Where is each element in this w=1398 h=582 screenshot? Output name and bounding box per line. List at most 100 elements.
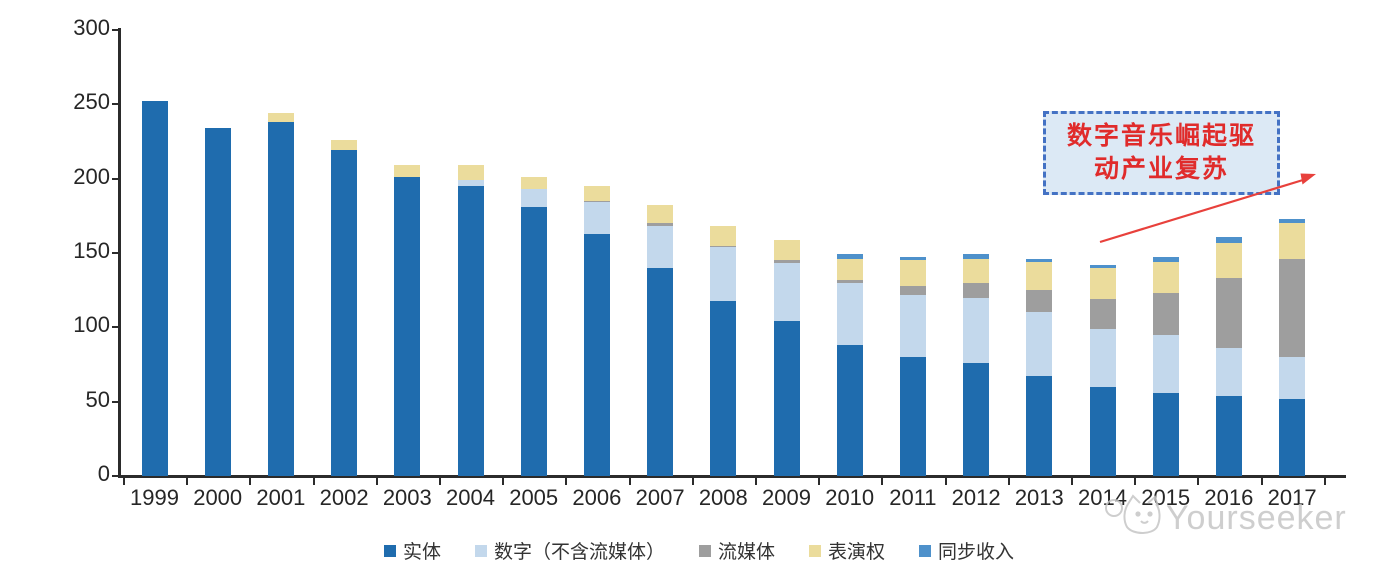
- bar-segment-2013: [1026, 290, 1053, 313]
- x-tick-label: 2004: [446, 485, 495, 510]
- bar-segment-2005: [520, 177, 547, 189]
- x-tick-label: 2005: [509, 485, 559, 510]
- bar-segment-2002: [331, 150, 358, 476]
- x-axis-tick: [565, 478, 568, 485]
- x-axis-tick: [1134, 478, 1137, 485]
- bar-segment-2002: [331, 139, 358, 151]
- x-axis-tick: [1260, 478, 1263, 485]
- x-tick-label: 2011: [889, 485, 937, 510]
- legend-item: 实体: [383, 537, 441, 564]
- bar-segment-2007: [647, 205, 674, 224]
- x-tick-label: 2013: [1014, 485, 1064, 510]
- x-axis-tick: [881, 478, 884, 485]
- legend-swatch: [383, 544, 396, 557]
- bar-segment-2005: [520, 189, 547, 207]
- bar-segment-2010: [836, 258, 863, 280]
- bar-segment-2007: [647, 223, 674, 227]
- x-axis-tick: [818, 478, 821, 485]
- x-axis-tick: [186, 478, 189, 485]
- bar-segment-2014: [1089, 299, 1116, 329]
- watermark: Yourseeker: [1100, 494, 1347, 542]
- legend-swatch: [809, 544, 821, 557]
- bar-segment-2011: [899, 294, 926, 358]
- bar-segment-2012: [963, 362, 990, 476]
- y-tick-label: 0: [97, 461, 110, 486]
- bar-segment-2008: [710, 226, 737, 246]
- x-axis-tick: [312, 478, 315, 485]
- bar-segment-2013: [1026, 261, 1053, 291]
- x-axis-tick: [1197, 478, 1200, 485]
- x-axis-tick: [122, 478, 125, 485]
- bar-segment-2001: [267, 113, 294, 123]
- bar-segment-2016: [1215, 348, 1242, 396]
- bar-segment-2006: [583, 200, 610, 203]
- bar-segment-2015: [1152, 293, 1179, 335]
- legend-item: 流媒体: [698, 537, 775, 564]
- legend-item: 表演权: [809, 537, 885, 564]
- y-tick-label: 100: [73, 312, 110, 338]
- bar-segment-2017: [1279, 258, 1306, 358]
- x-axis-tick: [628, 478, 631, 485]
- bar-segment-2006: [583, 186, 610, 201]
- x-tick-label: 2016: [1204, 485, 1254, 510]
- bar-segment-2013: [1026, 376, 1053, 476]
- bar-segment-2014: [1089, 386, 1116, 476]
- annotation-text-line2: 动产业复苏: [1093, 156, 1229, 183]
- x-axis-tick: [944, 478, 947, 485]
- x-axis-tick: [691, 478, 694, 485]
- bar-segment-2017: [1279, 398, 1306, 476]
- legend-label: 同步收入: [938, 542, 1015, 563]
- legend-label: 实体: [402, 542, 441, 563]
- x-axis-tick: [754, 478, 757, 485]
- bar-segment-2009: [773, 260, 800, 264]
- bar-segment-2009: [773, 321, 800, 476]
- y-axis-tick: [112, 326, 120, 329]
- bar-segment-2013: [1026, 258, 1053, 262]
- y-axis-tick: [112, 475, 120, 477]
- bar-segment-2012: [963, 258, 990, 283]
- x-tick-label: 2009: [762, 485, 811, 510]
- bar-segment-2015: [1152, 334, 1179, 393]
- bar-segment-2011: [899, 285, 926, 295]
- x-axis-tick: [1323, 478, 1326, 485]
- bar-segment-2009: [773, 239, 800, 261]
- bar-segment-2007: [647, 267, 674, 476]
- y-tick-label: 150: [73, 237, 110, 263]
- x-tick-label: 2002: [319, 485, 369, 510]
- bar-segment-2004: [457, 165, 484, 181]
- bar-segment-1999: [141, 101, 168, 476]
- legend-item: 同步收入: [919, 537, 1014, 564]
- legend-item: 数字（不含流媒体）: [474, 537, 665, 564]
- annotation-arrow: [1099, 173, 1316, 244]
- legend-label: 表演权: [828, 542, 886, 563]
- y-axis-tick: [112, 400, 120, 403]
- bar-segment-2004: [457, 180, 484, 187]
- bar-segment-2012: [963, 282, 990, 298]
- annotation-callout-box: 数字音乐崛起驱 动产业复苏: [1043, 111, 1280, 195]
- x-axis-line: [118, 475, 1346, 478]
- bar-segment-2014: [1089, 328, 1116, 387]
- annotation-text-line1: 数字音乐崛起驱: [1066, 123, 1256, 150]
- x-axis-tick: [249, 478, 252, 485]
- x-tick-label: 2001: [256, 485, 306, 510]
- bar-segment-2010: [836, 279, 863, 283]
- bar-segment-2003: [394, 177, 421, 476]
- x-tick-label: 2015: [1141, 485, 1191, 510]
- bar-segment-2003: [394, 165, 421, 178]
- x-tick-label: 2008: [698, 485, 748, 510]
- bar-segment-2015: [1152, 261, 1179, 294]
- bar-segment-2014: [1089, 264, 1116, 268]
- legend-label: 数字（不含流媒体）: [493, 542, 665, 563]
- bar-segment-2016: [1215, 242, 1242, 279]
- bar-segment-2012: [963, 254, 990, 259]
- x-tick-label: 2012: [951, 485, 1001, 510]
- bar-segment-2010: [836, 282, 863, 346]
- bar-segment-2004: [457, 186, 484, 476]
- x-tick-label: 2017: [1267, 485, 1317, 510]
- watermark-text: Yourseeker: [1166, 498, 1347, 537]
- y-axis-tick: [112, 177, 120, 180]
- bar-segment-2016: [1215, 236, 1242, 243]
- x-tick-label: 2006: [572, 485, 622, 510]
- bar-segment-2000: [204, 128, 231, 476]
